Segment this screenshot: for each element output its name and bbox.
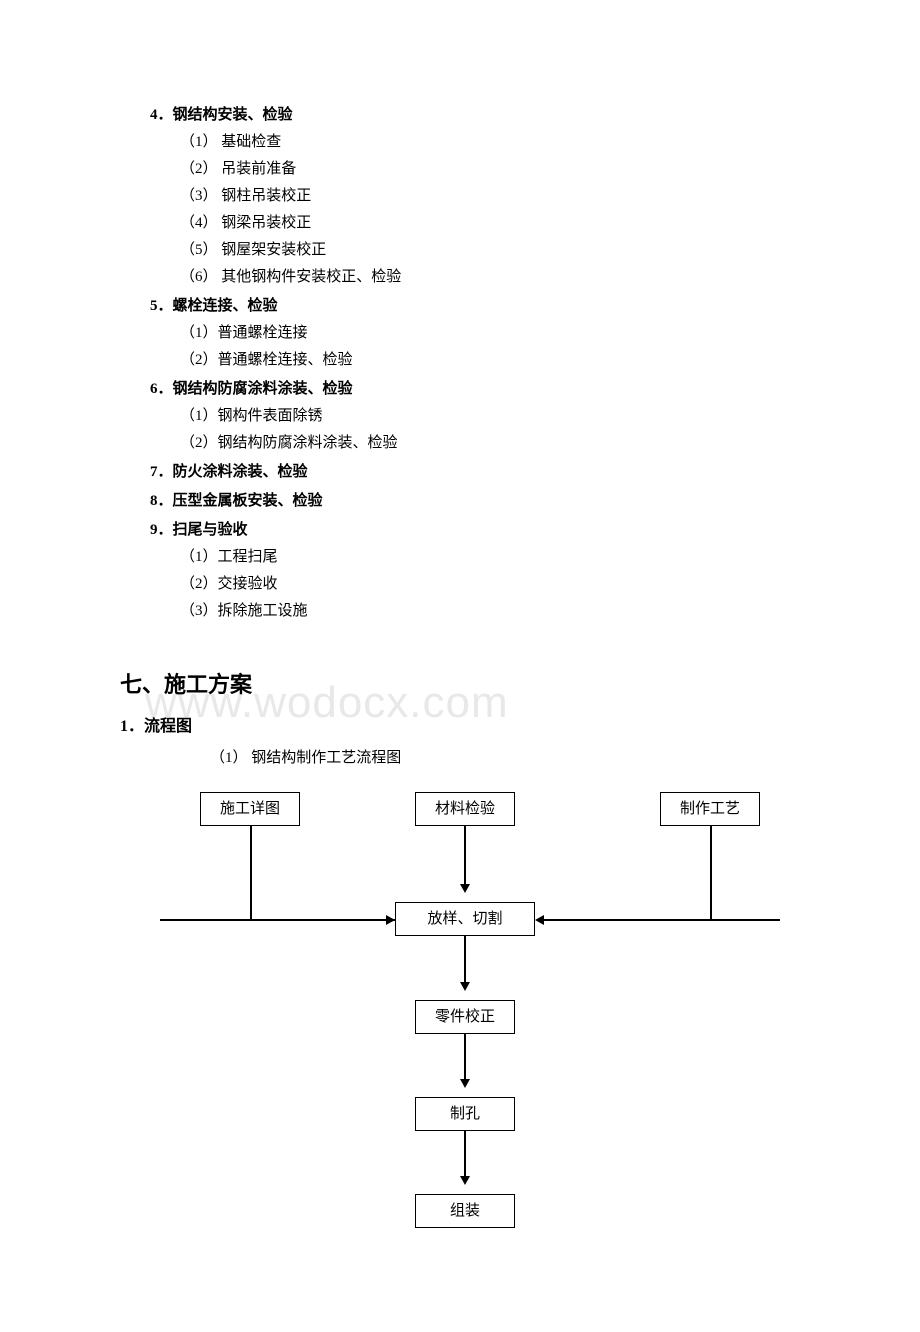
section-7-title: 7．防火涂料涂装、检验 [150, 459, 800, 486]
flow-edge [464, 826, 466, 884]
flowchart-title: （1） 钢结构制作工艺流程图 [210, 745, 800, 772]
document-content: 4．钢结构安装、检验 （1） 基础检查 （2） 吊装前准备 （3） 钢柱吊装校正… [120, 102, 800, 1272]
section-4-item: （6） 其他钢构件安装校正、检验 [180, 264, 800, 291]
section-5-title: 5．螺栓连接、检验 [150, 293, 800, 320]
flow-node-drilling: 制孔 [415, 1097, 515, 1131]
flow-node-construction-drawing: 施工详图 [200, 792, 300, 826]
flow-edge [710, 826, 712, 919]
flow-edge [544, 919, 780, 921]
section-4-item: （4） 钢梁吊装校正 [180, 210, 800, 237]
arrow-down-icon [460, 1176, 470, 1185]
flow-node-part-correction: 零件校正 [415, 1000, 515, 1034]
arrow-left-icon [535, 915, 544, 925]
section-6-item: （1）钢构件表面除锈 [180, 403, 800, 430]
section-9-item: （3）拆除施工设施 [180, 598, 800, 625]
section-5-item: （1）普通螺栓连接 [180, 320, 800, 347]
sub-heading: 1．流程图 [120, 713, 800, 742]
section-5-item: （2）普通螺栓连接、检验 [180, 347, 800, 374]
flow-node-material-inspection: 材料检验 [415, 792, 515, 826]
arrow-right-icon [386, 915, 395, 925]
main-heading: 七、施工方案 [120, 665, 800, 705]
section-9-item: （2）交接验收 [180, 571, 800, 598]
section-6-item: （2）钢结构防腐涂料涂装、检验 [180, 430, 800, 457]
flow-node-fabrication-process: 制作工艺 [660, 792, 760, 826]
flow-edge [160, 919, 252, 921]
arrow-down-icon [460, 884, 470, 893]
section-8-title: 8．压型金属板安装、检验 [150, 488, 800, 515]
section-9-title: 9．扫尾与验收 [150, 517, 800, 544]
section-4-item: （3） 钢柱吊装校正 [180, 183, 800, 210]
flow-node-layout-cutting: 放样、切割 [395, 902, 535, 936]
flow-edge [464, 1131, 466, 1176]
section-4-item: （5） 钢屋架安装校正 [180, 237, 800, 264]
section-6-title: 6．钢结构防腐涂料涂装、检验 [150, 376, 800, 403]
section-4-item: （2） 吊装前准备 [180, 156, 800, 183]
section-9-item: （1）工程扫尾 [180, 544, 800, 571]
flow-edge [250, 826, 252, 919]
flow-edge [464, 936, 466, 982]
arrow-down-icon [460, 982, 470, 991]
flow-edge [464, 1034, 466, 1079]
arrow-down-icon [460, 1079, 470, 1088]
flow-node-assembly: 组装 [415, 1194, 515, 1228]
section-4-title: 4．钢结构安装、检验 [150, 102, 800, 129]
flowchart: 施工详图 材料检验 制作工艺 放样、切割 零件校正 制孔 组装 [120, 792, 800, 1272]
section-4-item: （1） 基础检查 [180, 129, 800, 156]
